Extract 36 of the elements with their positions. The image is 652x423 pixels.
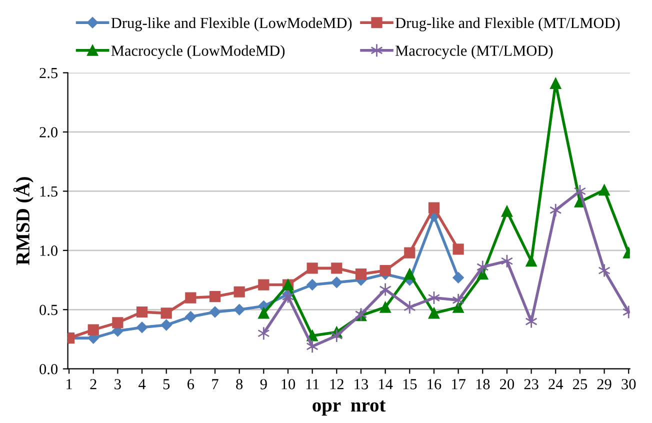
x-tick-label: 29 — [597, 379, 612, 390]
x-tick-label: 16 — [428, 379, 442, 390]
x-tick-label: 30 — [622, 379, 636, 390]
y-tick-label: 0.0 — [40, 364, 58, 374]
x-tick-label: 18 — [476, 379, 490, 390]
x-tick-label: 3 — [114, 379, 121, 390]
x-tick-label: 6 — [188, 379, 194, 390]
x-tick-label: 1 — [66, 379, 72, 390]
x-tick-label: 10 — [282, 379, 296, 390]
legend-label: Drug-like and Flexible (MT/LMOD) — [396, 17, 620, 32]
x-tick-label: 4 — [138, 379, 146, 390]
y-tick-label: 2.5 — [40, 68, 58, 78]
x-tick-label: 25 — [572, 379, 587, 390]
y-tick-label: 0.5 — [40, 304, 58, 316]
y-axis-title: RMSD (Å) — [13, 177, 34, 266]
x-tick-label: 12 — [330, 379, 344, 390]
y-tick-label: 1.0 — [40, 246, 58, 256]
x-tick-label: 11 — [306, 379, 319, 390]
legend-label: Macrocycle (LowModeMD) — [111, 45, 285, 60]
x-tick-label: 5 — [163, 379, 170, 390]
legend-label: Macrocycle (MT/LMOD) — [396, 45, 553, 60]
x-tick-label: 8 — [236, 379, 243, 390]
x-tick-label: 24 — [548, 379, 564, 390]
x-tick-label: 15 — [403, 379, 417, 390]
legend-label: Drug-like and Flexible (LowModeMD) — [111, 17, 352, 32]
x-axis-title: opr nrot — [312, 400, 386, 416]
x-tick-label: 23 — [524, 379, 538, 390]
y-tick-label: 1.5 — [40, 186, 58, 197]
x-tick-label: 9 — [260, 379, 267, 390]
x-tick-label: 14 — [379, 379, 393, 390]
x-tick-label: 2 — [90, 379, 96, 390]
x-tick-label: 13 — [354, 379, 368, 390]
x-tick-label: 20 — [500, 379, 514, 390]
x-tick-label: 7 — [212, 379, 218, 390]
x-tick-label: 17 — [452, 379, 466, 390]
y-tick-label: 2.0 — [40, 127, 58, 138]
